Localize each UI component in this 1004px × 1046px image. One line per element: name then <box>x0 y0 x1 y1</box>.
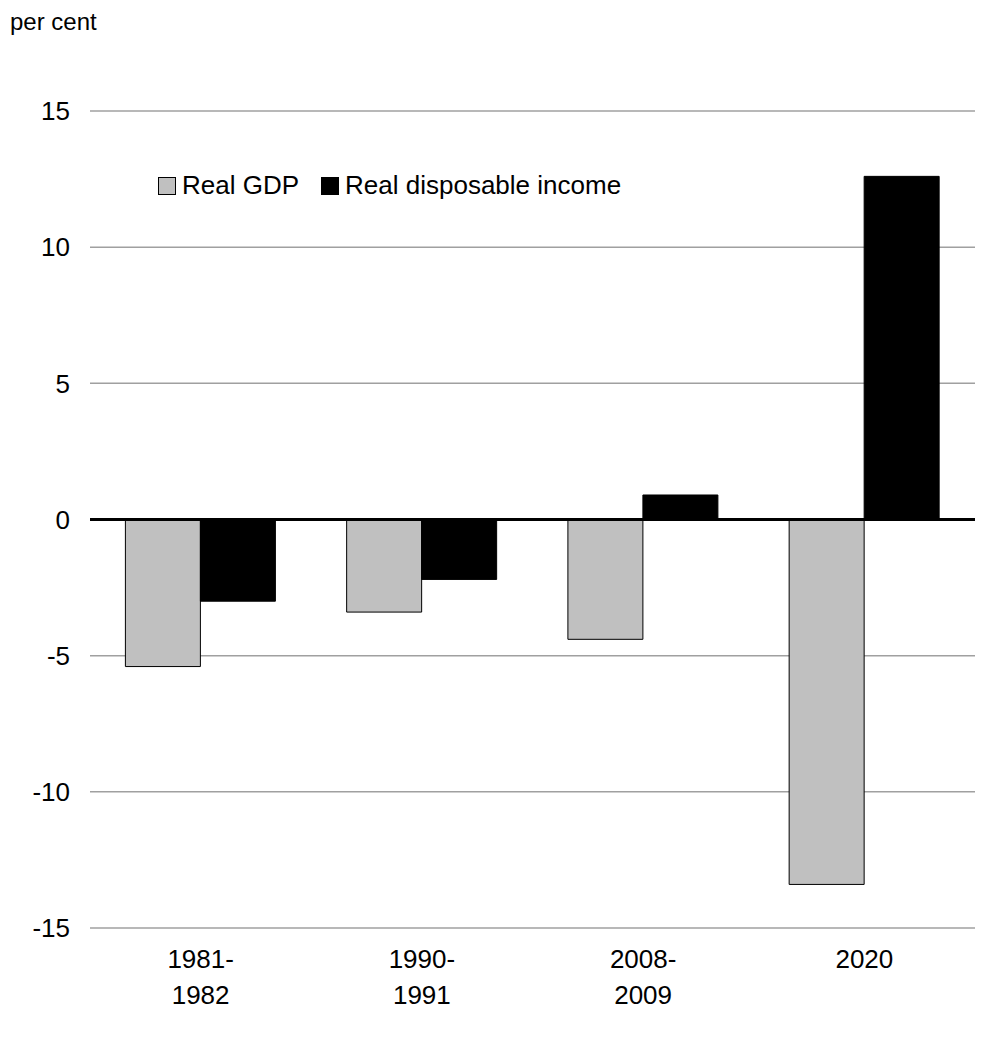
svg-text:-5: -5 <box>47 641 70 671</box>
svg-text:5: 5 <box>56 369 70 399</box>
svg-text:2008-2009: 2008-2009 <box>610 944 677 1010</box>
svg-text:-10: -10 <box>32 777 70 807</box>
svg-text:-15: -15 <box>32 913 70 943</box>
svg-text:15: 15 <box>41 96 70 126</box>
svg-text:1990-1991: 1990-1991 <box>389 944 456 1010</box>
html-text:Real disposable income: Real disposable income <box>345 170 622 200</box>
html-text:per cent: per cent <box>10 8 97 35</box>
svg-text:2020: 2020 <box>835 944 893 974</box>
svg-text:0: 0 <box>56 505 70 535</box>
svg-text:10: 10 <box>41 232 70 262</box>
html-text:Real GDP: Real GDP <box>182 170 299 200</box>
svg-text:1981-1982: 1981-1982 <box>167 944 234 1010</box>
